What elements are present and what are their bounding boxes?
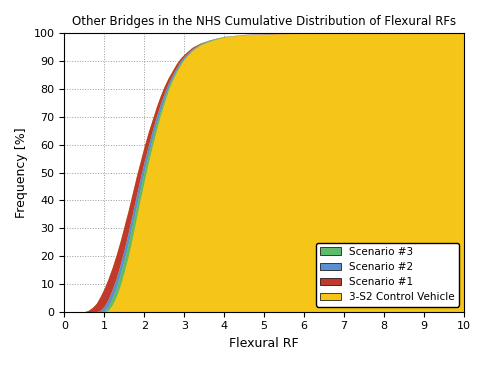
Legend: Scenario #3, Scenario #2, Scenario #1, 3-S2 Control Vehicle: Scenario #3, Scenario #2, Scenario #1, 3…: [316, 243, 459, 307]
Title: Other Bridges in the NHS Cumulative Distribution of Flexural RFs: Other Bridges in the NHS Cumulative Dist…: [72, 15, 456, 28]
Y-axis label: Frequency [%]: Frequency [%]: [15, 127, 28, 218]
X-axis label: Flexural RF: Flexural RF: [229, 337, 299, 350]
